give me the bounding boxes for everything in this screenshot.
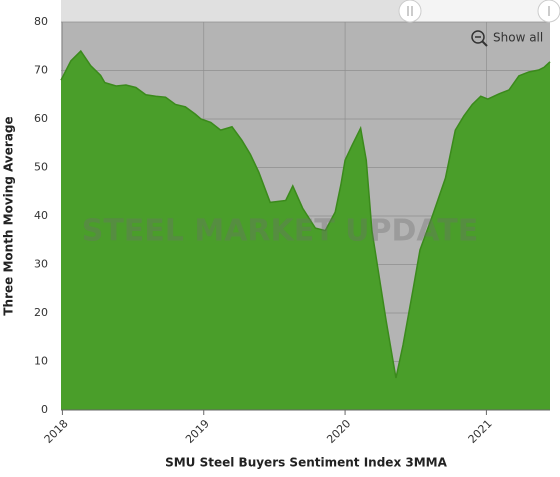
- y-tick-label: 50: [34, 161, 48, 174]
- watermark: STEEL MARKET UPDATE: [82, 214, 479, 249]
- line: [60, 49, 551, 379]
- button-label[interactable]: Show all: [493, 31, 543, 45]
- navigator-handle[interactable]: [398, 0, 422, 23]
- x-axis-title: SMU Steel Buyers Sentiment Index 3MMA: [165, 456, 448, 470]
- y-tick-label: 20: [34, 306, 48, 319]
- y-tick-label: 70: [34, 64, 48, 77]
- navigator-selection: [61, 0, 410, 22]
- y-tick-label: 60: [34, 112, 48, 125]
- zoom-icon: [481, 40, 488, 47]
- y-tick-label: 80: [34, 15, 48, 28]
- area: [61, 51, 550, 410]
- y-tick-label: 30: [34, 258, 48, 271]
- navigator-outside: [410, 0, 550, 22]
- y-axis-title: Three Month Moving Average: [2, 116, 16, 315]
- zoom-icon: [471, 30, 485, 44]
- y-tick-label: 10: [34, 355, 48, 368]
- y-tick-label: 0: [41, 403, 48, 416]
- show-all-button[interactable]: Show all: [471, 30, 543, 47]
- y-tick-label: 40: [34, 209, 48, 222]
